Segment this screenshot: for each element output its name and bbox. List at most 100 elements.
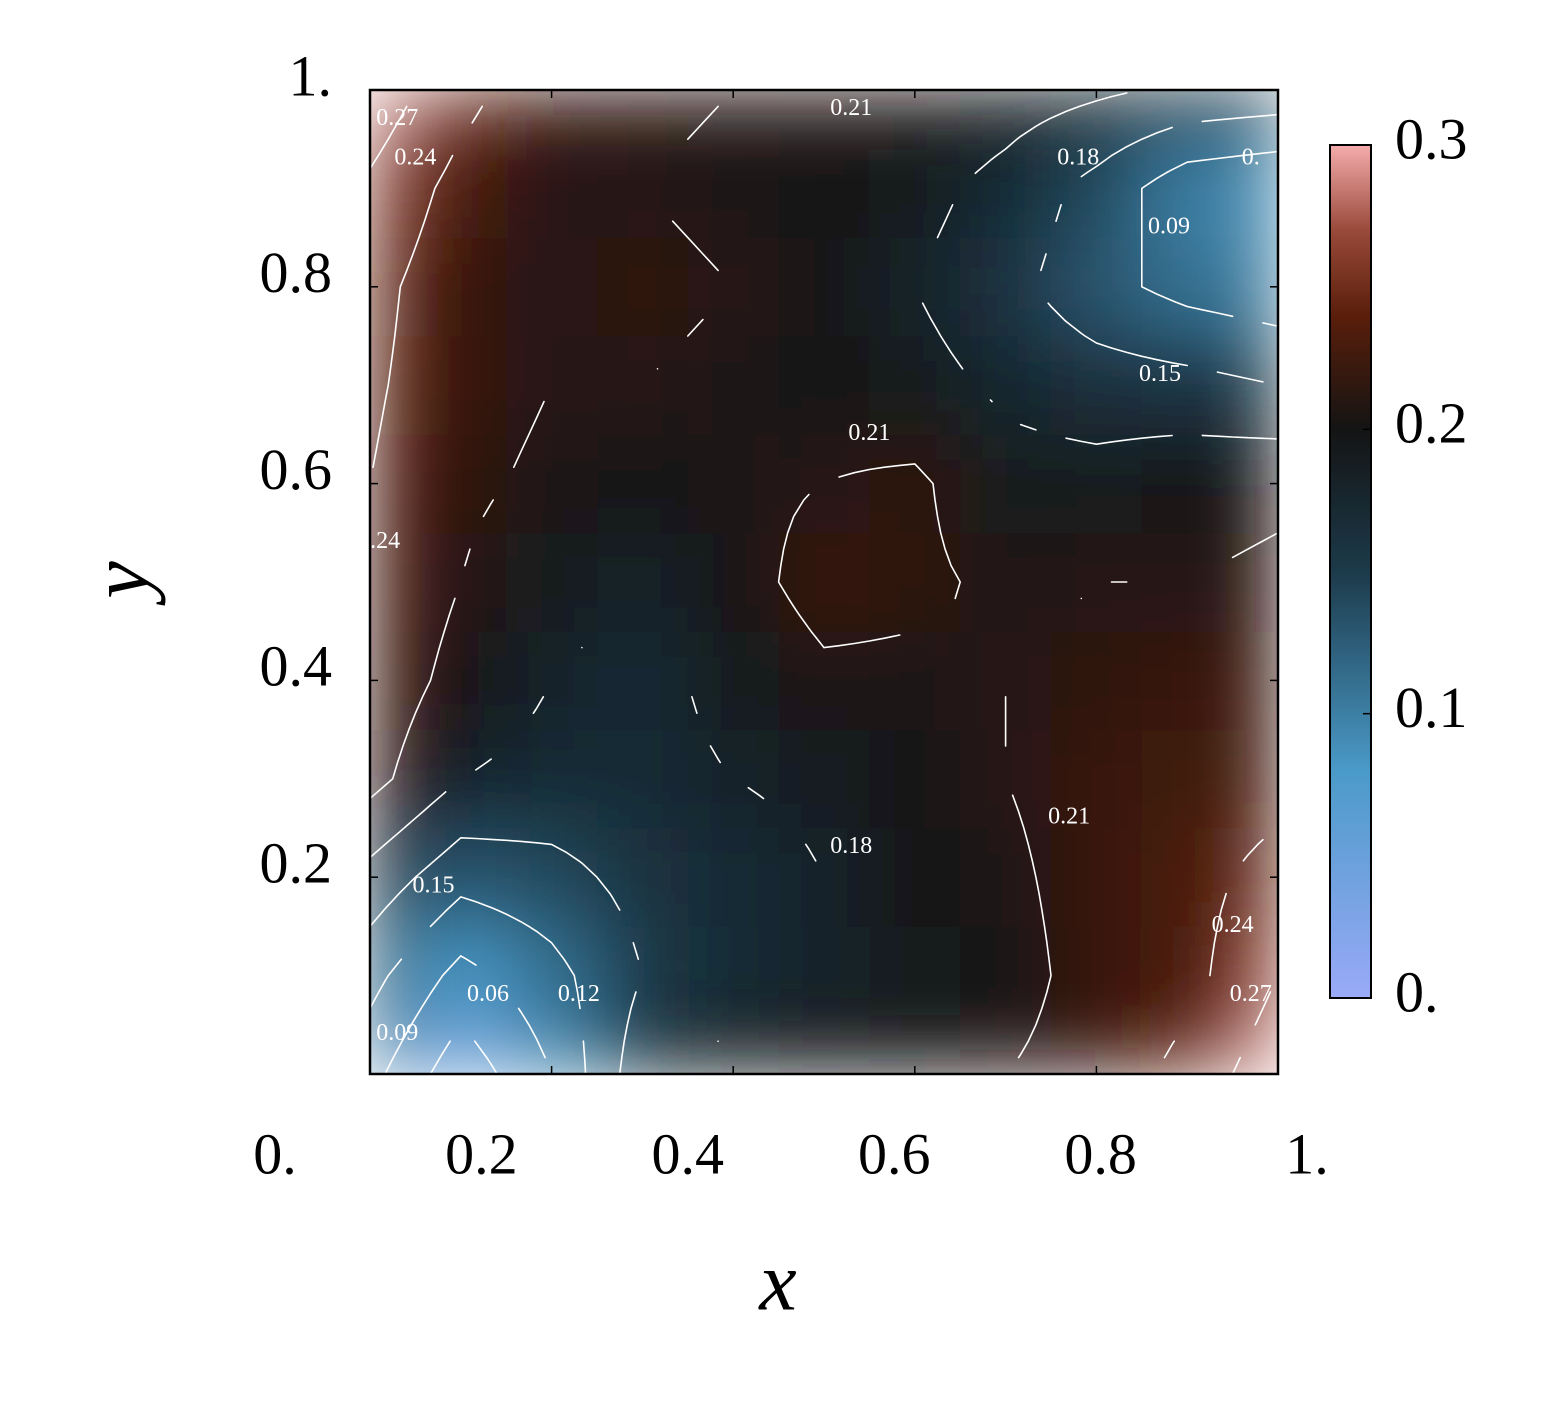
- field-cell: [1051, 434, 1143, 534]
- field-cell: [1051, 729, 1143, 829]
- field-cell: [778, 926, 870, 1026]
- contour-label: 0.24: [1212, 912, 1254, 938]
- contour-label: 0.06: [467, 981, 509, 1007]
- field-cell: [415, 434, 507, 534]
- contour-label: 0.21: [830, 95, 872, 121]
- field-cell: [960, 90, 1052, 140]
- field-cell: [506, 828, 598, 927]
- field-cell: [687, 828, 780, 927]
- field-cell: [1141, 336, 1234, 435]
- field-cell: [960, 336, 1052, 435]
- contour-line: [384, 955, 546, 1074]
- x-tick-label: 0.6: [858, 1121, 931, 1186]
- field-cell: [960, 828, 1052, 927]
- field-cell: [1232, 532, 1278, 632]
- contour-line: [370, 105, 1278, 1059]
- field-cell: [506, 139, 598, 239]
- field-cell: [415, 237, 507, 337]
- field-cell: [415, 139, 507, 239]
- x-axis-label: x: [757, 1235, 796, 1328]
- colorbar-tick-label: 0.1: [1395, 675, 1468, 740]
- field-cell: [506, 532, 598, 632]
- field-cell: [869, 828, 961, 927]
- contour-label: 0.09: [1148, 213, 1190, 239]
- field-cell: [687, 139, 780, 239]
- field-cell: [1051, 237, 1143, 337]
- field-cell: [370, 1024, 416, 1074]
- field-cell: [1141, 532, 1234, 632]
- field-cell: [869, 532, 961, 632]
- field-cell: [1141, 926, 1234, 1026]
- field-cell: [506, 237, 598, 337]
- field-cell: [778, 532, 870, 632]
- field-cell: [506, 1024, 598, 1074]
- contour-label: 0.09: [376, 1020, 418, 1046]
- field: [370, 90, 1278, 1074]
- contour-line: [370, 113, 1278, 1074]
- field-cell: [597, 926, 689, 1026]
- field-cell: [597, 434, 689, 534]
- field-cell: [687, 336, 780, 435]
- field-cell: [597, 1024, 689, 1074]
- x-tick-label: 0.4: [652, 1121, 725, 1186]
- field-cell: [960, 1024, 1052, 1074]
- field-cell: [687, 926, 780, 1026]
- field-cell: [687, 90, 780, 140]
- field-cell: [1141, 237, 1234, 337]
- field-cell: [869, 90, 961, 140]
- field-cell: [506, 631, 598, 731]
- x-tick-label: 0.8: [1064, 1121, 1137, 1186]
- field-cell: [597, 729, 689, 829]
- field-cell: [506, 729, 598, 829]
- colorbar-tick-label: 0.: [1395, 959, 1439, 1024]
- field-cell: [1051, 828, 1143, 927]
- field-cell: [415, 532, 507, 632]
- contour-line: [370, 150, 1278, 1074]
- field-cell: [415, 729, 507, 829]
- field-cell: [506, 336, 598, 435]
- contour-label: 0.21: [1048, 804, 1090, 830]
- field-cell: [1141, 828, 1234, 927]
- field-cell: [687, 729, 780, 829]
- field-cell: [1232, 729, 1278, 829]
- field-cell: [597, 532, 689, 632]
- contour-label: 0.21: [848, 420, 890, 446]
- field-cell: [687, 631, 780, 731]
- contour-label: 0.27: [376, 105, 418, 131]
- contour-label: 0.12: [558, 981, 600, 1007]
- contours: 0.27 0.24 0.21 0.18 0. 0.09 0.15 0.21 0.24 0.15 0.…: [358, 92, 1278, 1074]
- contour-label: 0.15: [413, 873, 455, 899]
- field-cell: [869, 237, 961, 337]
- field-cell: [1141, 631, 1234, 731]
- contour-label: 0.24: [358, 528, 400, 554]
- field-cell: [1141, 139, 1234, 239]
- x-tick-label: 0.2: [445, 1121, 518, 1186]
- field-cell: [1232, 926, 1278, 1026]
- field-cell: [960, 237, 1052, 337]
- contour-label: 0.18: [1057, 144, 1099, 170]
- field-cell: [1051, 631, 1143, 731]
- field-cell: [778, 631, 870, 731]
- contour-line: [372, 105, 1264, 1059]
- y-tick-label: 0.8: [260, 240, 333, 305]
- field-cell: [1141, 90, 1234, 140]
- field-cell: [506, 90, 598, 140]
- field-cell: [415, 336, 507, 435]
- field-cell: [778, 237, 870, 337]
- field-cell: [778, 828, 870, 927]
- field-cell: [778, 729, 870, 829]
- field-cell: [869, 139, 961, 239]
- field-cell: [960, 139, 1052, 239]
- field-cell: [597, 828, 689, 927]
- field-cell: [1141, 729, 1234, 829]
- field-cell: [869, 631, 961, 731]
- field-cell: [960, 532, 1052, 632]
- field-area: 0.27 0.24 0.21 0.18 0. 0.09 0.15 0.21 0.24 0.15 0.…: [358, 90, 1278, 1074]
- field-cell: [597, 631, 689, 731]
- field-cell: [687, 532, 780, 632]
- field-cell: [415, 631, 507, 731]
- field-cell: [506, 434, 598, 534]
- field-cell: [1051, 1024, 1143, 1074]
